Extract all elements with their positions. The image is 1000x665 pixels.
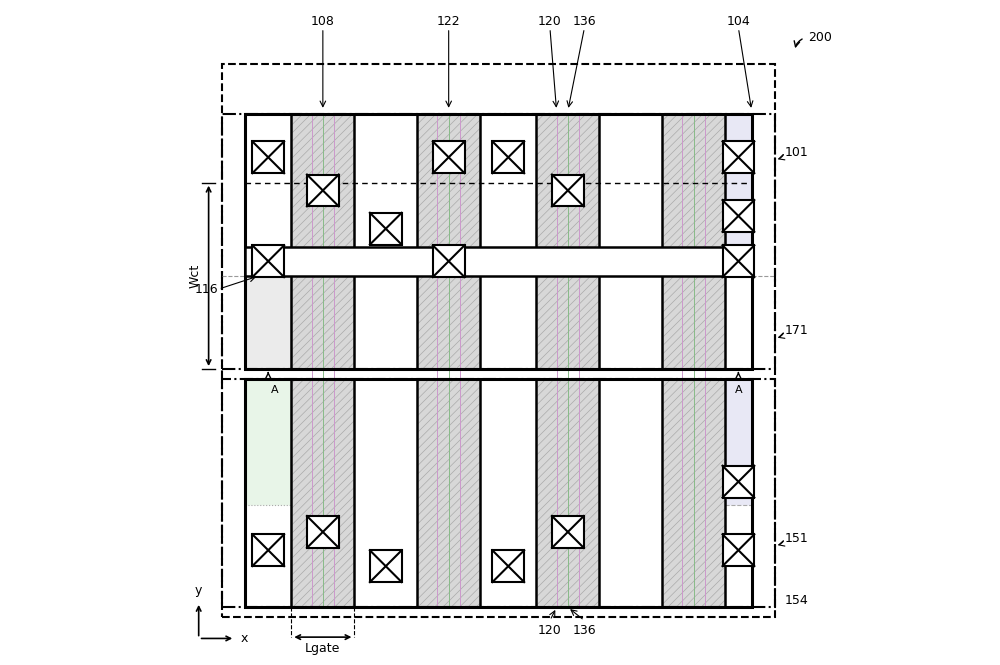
Text: 101: 101 <box>785 146 809 159</box>
Bar <box>417 114 480 369</box>
Bar <box>222 114 775 369</box>
Bar <box>723 534 754 566</box>
Text: 134: 134 <box>476 261 500 273</box>
Bar <box>370 213 402 245</box>
Text: 171: 171 <box>785 324 809 337</box>
Text: 122: 122 <box>437 15 460 28</box>
Bar <box>725 247 752 276</box>
Text: Wct: Wct <box>189 264 202 288</box>
Text: y: y <box>195 584 202 597</box>
Bar <box>492 551 524 582</box>
Bar <box>662 114 725 369</box>
Text: x: x <box>240 632 248 645</box>
Bar <box>552 174 584 206</box>
Text: 154: 154 <box>785 595 809 607</box>
Bar <box>417 379 480 607</box>
Bar <box>725 379 752 505</box>
Bar <box>291 114 354 369</box>
Bar <box>245 379 752 607</box>
Bar <box>723 245 754 277</box>
Text: 120: 120 <box>538 624 562 637</box>
Bar <box>433 142 465 173</box>
Bar <box>370 551 402 582</box>
Bar <box>307 516 339 548</box>
Bar <box>245 379 752 607</box>
Text: 136: 136 <box>573 15 596 28</box>
Bar <box>245 114 752 369</box>
Bar <box>291 379 354 607</box>
Bar <box>417 379 480 607</box>
Bar <box>662 379 725 607</box>
Text: A: A <box>735 386 742 396</box>
Bar <box>252 534 284 566</box>
Text: A: A <box>271 386 279 396</box>
Text: 136: 136 <box>573 624 596 637</box>
Bar <box>723 465 754 497</box>
Bar <box>723 200 754 232</box>
Bar <box>307 174 339 206</box>
Bar <box>252 245 284 277</box>
Bar <box>245 379 291 505</box>
Bar <box>723 142 754 173</box>
Text: 200: 200 <box>808 31 832 45</box>
Bar <box>552 516 584 548</box>
Bar <box>222 65 775 617</box>
Text: 108: 108 <box>311 15 335 28</box>
Text: 120: 120 <box>538 15 562 28</box>
Bar <box>291 379 354 607</box>
Bar <box>536 114 599 369</box>
Bar <box>433 245 465 277</box>
Text: Lgate: Lgate <box>305 642 341 656</box>
Bar <box>536 114 599 369</box>
Text: 104: 104 <box>727 15 750 28</box>
Bar <box>536 379 599 607</box>
Bar <box>725 114 752 247</box>
Bar <box>245 247 752 276</box>
Bar <box>662 379 725 607</box>
Bar <box>252 142 284 173</box>
Bar <box>417 114 480 369</box>
Bar <box>662 114 725 369</box>
Bar <box>536 379 599 607</box>
Text: 151: 151 <box>785 532 809 545</box>
Bar <box>291 114 354 369</box>
Bar <box>492 142 524 173</box>
Bar <box>245 114 752 369</box>
Bar <box>245 276 291 369</box>
Text: 116: 116 <box>195 283 219 296</box>
Bar <box>222 379 775 607</box>
